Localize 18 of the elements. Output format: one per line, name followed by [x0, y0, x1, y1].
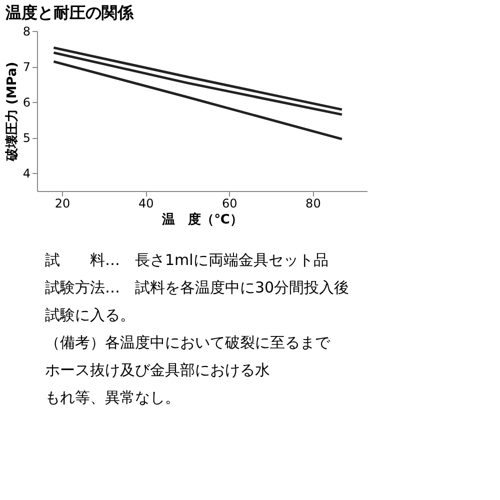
x-tick-label: 40 [138, 196, 154, 210]
y-tick-label: 6 [22, 96, 30, 110]
y-tick-label: 7 [22, 60, 30, 74]
y-tick-label: 8 [22, 24, 30, 38]
y-tick-label: 5 [22, 131, 30, 146]
x-tick-label: 20 [54, 196, 70, 210]
y-tick-label: 4 [22, 166, 30, 181]
x-tick-label: 80 [306, 196, 321, 210]
text: 試 料… 長さ1mlに両端金具セット品 [45, 250, 328, 269]
text: （備考）各温度中において破裂に至るまで [45, 333, 331, 352]
y-axis-title: 破壊圧力 (MPa) [4, 62, 20, 162]
text: 試験に入る。 [45, 306, 135, 324]
chart-title: 温度と耐圧の関係 [4, 3, 134, 22]
text: もれ等、異常なし。 [45, 388, 180, 406]
text: ホース抜け及び金具部における水 [45, 360, 270, 379]
text: 試験方法… 試料を各温度中に30分間投入後 [45, 278, 350, 296]
x-axis-title: 温 度（℃） [161, 212, 243, 228]
x-tick-label: 60 [222, 196, 238, 210]
